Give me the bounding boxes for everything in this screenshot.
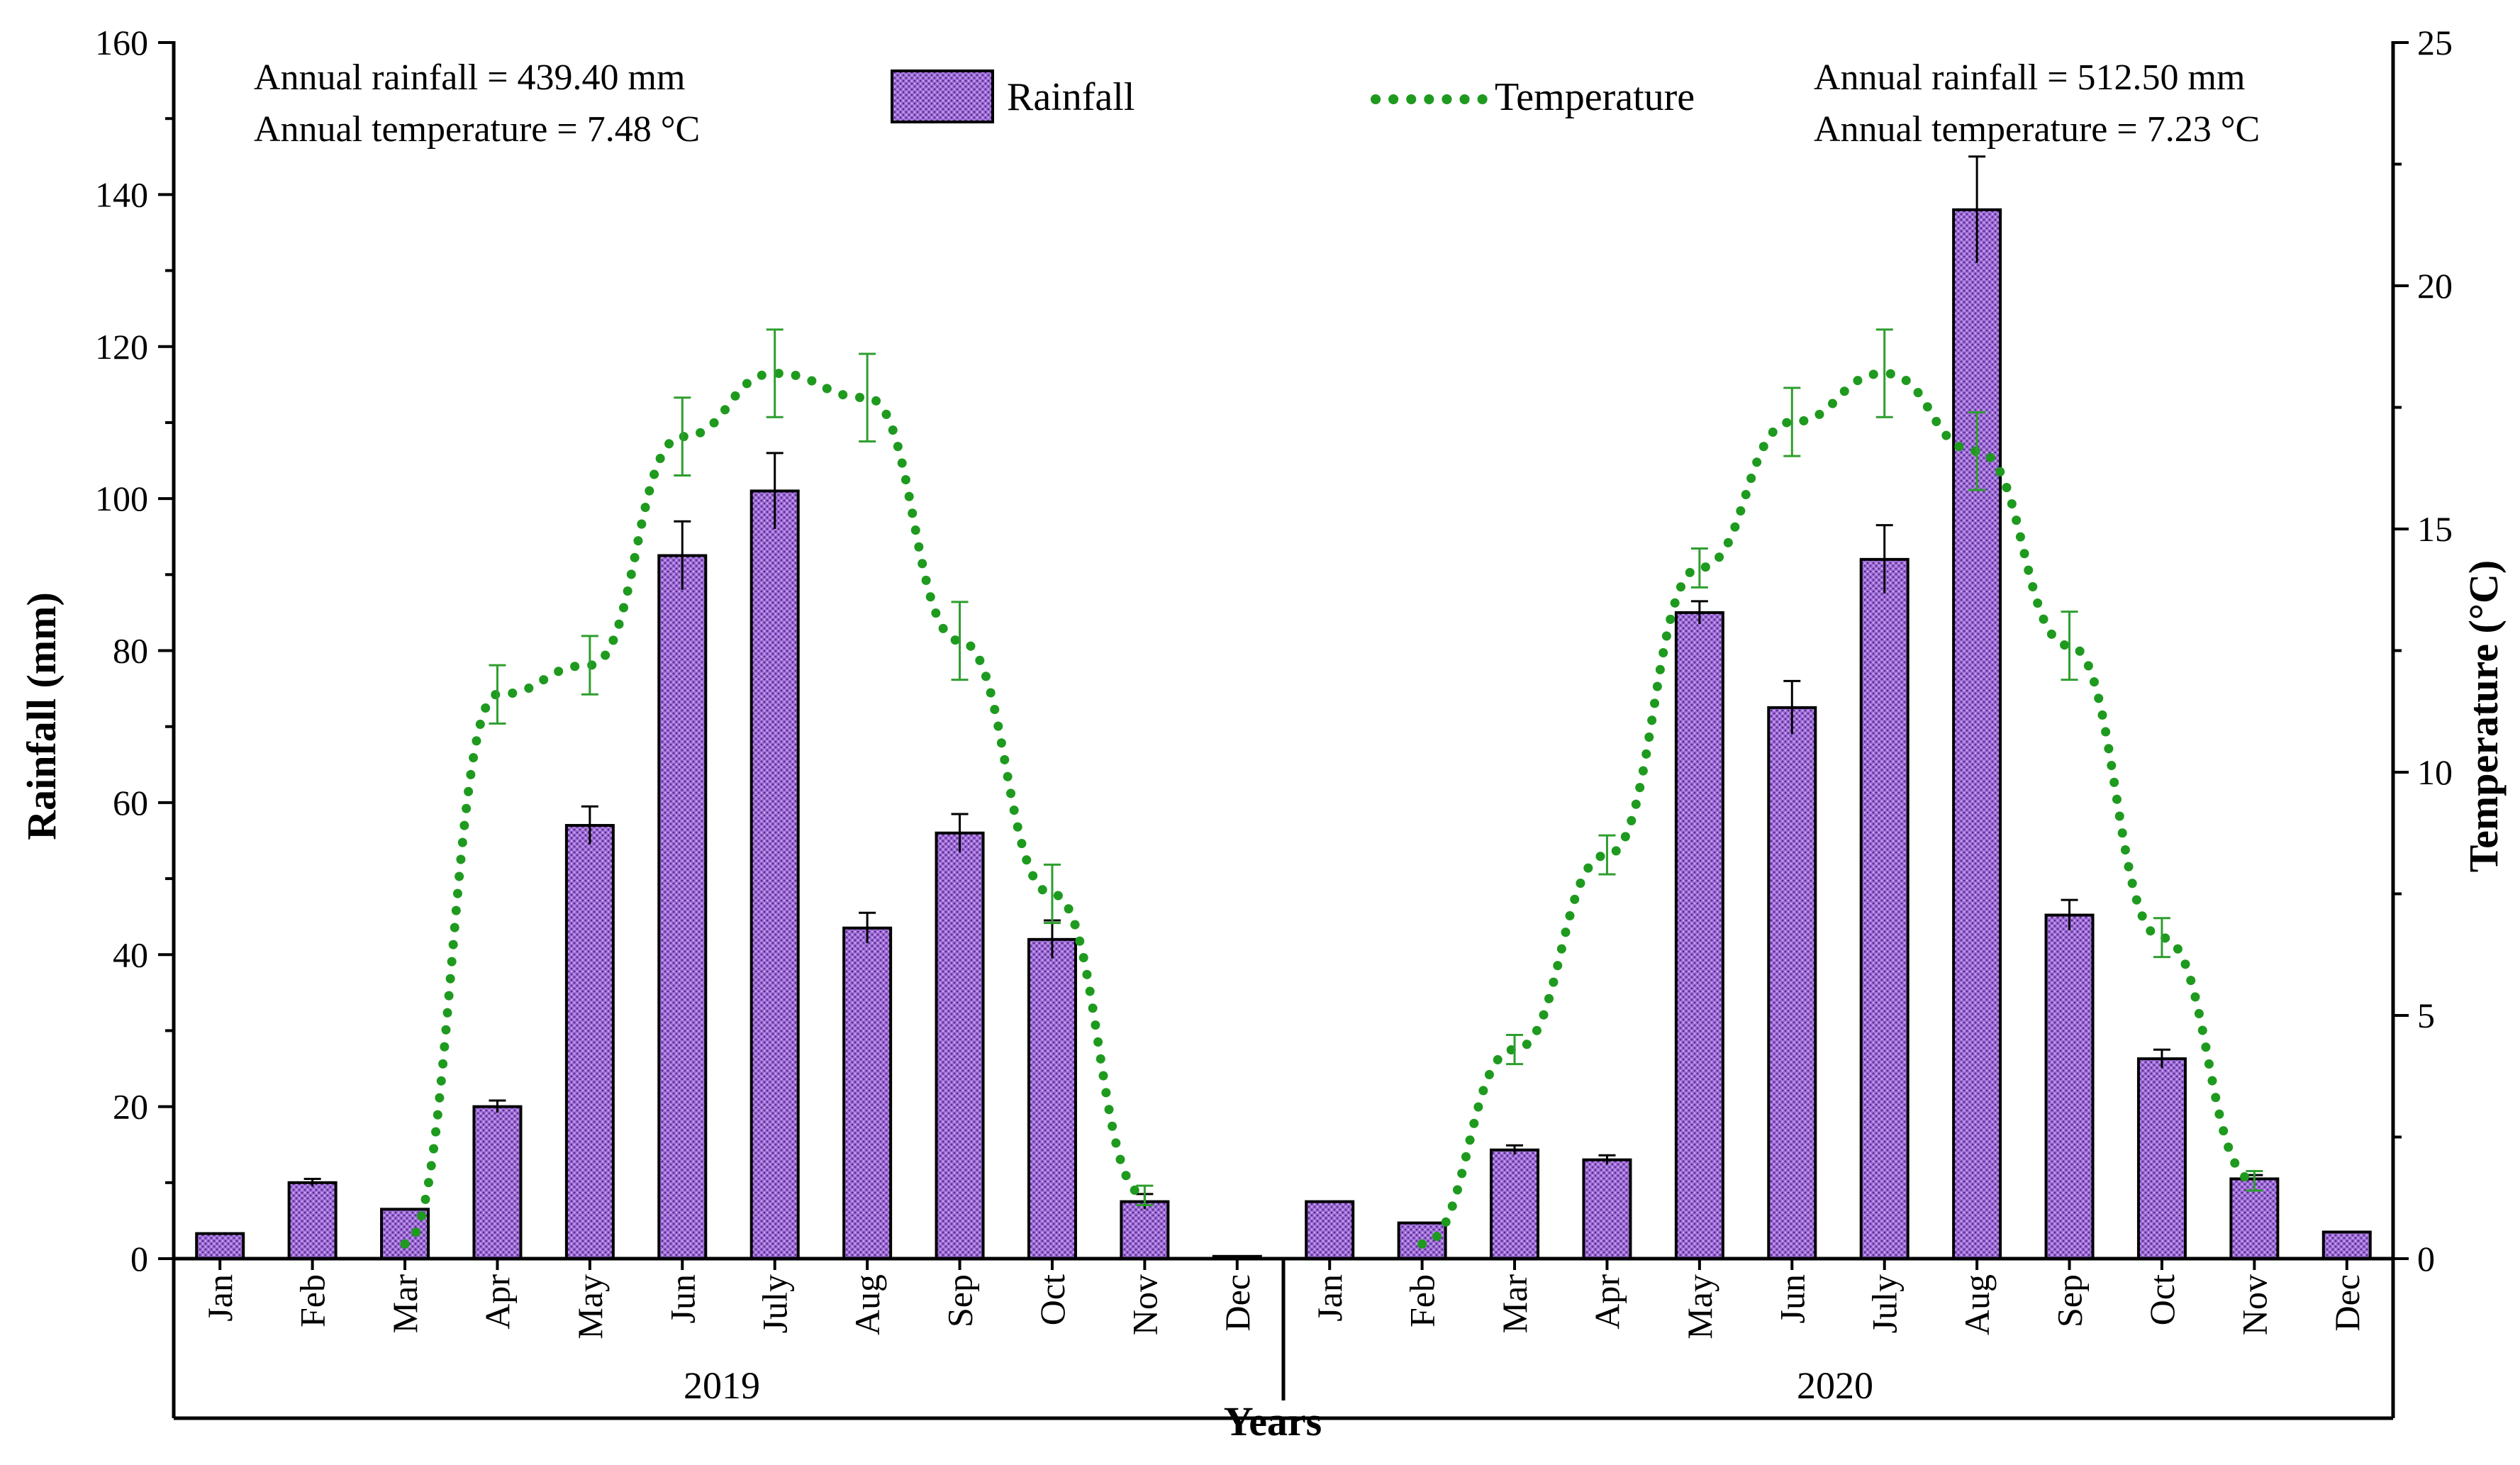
temperature-line-2020	[1417, 368, 2259, 1249]
rainfall-bar-2019-jan	[195, 1232, 245, 1261]
y-tick-label-20: 20	[113, 1087, 148, 1127]
y-tick-label-40: 40	[113, 935, 148, 974]
month-label-2019-mar: Mar	[385, 1274, 425, 1334]
annotation-2020-temperature: Annual temperature = 7.23 °C	[1814, 109, 2260, 150]
rainfall-bar-2019-oct	[1027, 937, 1077, 1260]
legend: Rainfall Temperature	[891, 69, 1695, 123]
y2-tick-label-10: 10	[2417, 752, 2453, 792]
y2-tick-label-20: 20	[2417, 266, 2453, 306]
rainfall-bar-2019-may	[564, 824, 615, 1260]
rainfall-bar-2019-apr	[472, 1105, 523, 1260]
month-label-2019-jun: Jun	[662, 1274, 702, 1323]
month-label-2019-sep: Sep	[940, 1274, 980, 1327]
rainfall-bar-2020-dec	[2321, 1230, 2372, 1260]
y2-tick-label-25: 25	[2417, 23, 2453, 62]
legend-rainfall-swatch	[891, 69, 994, 123]
y-tick-label-80: 80	[113, 631, 148, 671]
y-axis-title: Rainfall (mm)	[18, 592, 65, 840]
rainfall-bars	[195, 208, 2372, 1261]
month-label-2020-apr: Apr	[1587, 1274, 1627, 1330]
group-label-2019: 2019	[684, 1364, 760, 1407]
y2-tick-label-0: 0	[2417, 1239, 2435, 1279]
month-label-2019-dec: Dec	[1217, 1274, 1257, 1332]
month-label-2019-july: July	[755, 1274, 795, 1333]
month-label-2020-may: May	[1680, 1274, 1719, 1339]
y-tick-label-160: 160	[95, 23, 148, 62]
month-label-2020-mar: Mar	[1495, 1274, 1534, 1334]
month-label-2019-nov: Nov	[1125, 1274, 1164, 1335]
y-tick-label-100: 100	[95, 479, 148, 518]
temperature-error-bars	[489, 328, 2263, 1207]
rainfall-bar-2019-nov	[1120, 1200, 1170, 1260]
month-label-2020-aug: Aug	[1957, 1274, 1997, 1335]
legend-temperature-label: Temperature	[1495, 75, 1695, 119]
rainfall-bar-2020-may	[1674, 611, 1724, 1260]
month-label-2020-nov: Nov	[2234, 1274, 2274, 1335]
month-label-2019-jan: Jan	[200, 1274, 240, 1322]
y-tick-label-140: 140	[95, 174, 148, 214]
y-tick-label-120: 120	[95, 327, 148, 367]
rainfall-bar-2020-mar	[1490, 1148, 1540, 1261]
y2-tick-label-15: 15	[2417, 509, 2453, 549]
month-label-2019-aug: Aug	[847, 1274, 887, 1335]
annotation-2019-rainfall: Annual rainfall = 439.40 mm	[254, 57, 685, 98]
month-label-2020-sep: Sep	[2050, 1274, 2090, 1327]
rainfall-bar-2020-nov	[2229, 1177, 2280, 1260]
axis-ticks: Jan Feb Mar Apr May Jun July Aug Sep Oct Nov Dec Jan…	[95, 23, 2453, 1339]
annotation-2020-rainfall: Annual rainfall = 512.50 mm	[1814, 57, 2245, 98]
rainfall-bar-2019-feb	[287, 1181, 338, 1260]
month-label-2019-may: May	[570, 1274, 610, 1339]
x-axis-title: Years	[1224, 1398, 1322, 1444]
month-label-2020-dec: Dec	[2327, 1274, 2367, 1332]
month-label-2020-jun: Jun	[1772, 1274, 1812, 1323]
rainfall-bar-2020-sep	[2044, 913, 2095, 1260]
month-label-2020-jan: Jan	[1310, 1274, 1349, 1322]
month-label-2019-apr: Apr	[477, 1274, 517, 1330]
rainfall-bar-2019-jun	[657, 554, 708, 1260]
rainfall-error-bars	[303, 155, 2263, 1210]
y-tick-label-0: 0	[130, 1239, 148, 1279]
rainfall-bar-2020-oct	[2136, 1057, 2187, 1261]
rainfall-bar-2020-apr	[1582, 1158, 1632, 1260]
y2-tick-label-5: 5	[2417, 996, 2435, 1035]
month-label-2020-feb: Feb	[1403, 1274, 1442, 1327]
y2-axis-title: Temperature (°C)	[2460, 560, 2507, 872]
rainfall-bar-2019-july	[749, 489, 800, 1260]
annotation-2019-temperature: Annual temperature = 7.48 °C	[254, 109, 700, 150]
rainfall-bar-2020-aug	[1952, 208, 2002, 1260]
rainfall-bar-2020-jan	[1305, 1200, 1355, 1260]
legend-rainfall-label: Rainfall	[1007, 75, 1134, 119]
y-tick-label-60: 60	[113, 783, 148, 823]
rainfall-bar-2020-july	[1859, 557, 1909, 1260]
month-label-2019-feb: Feb	[293, 1274, 333, 1327]
rainfall-bar-2020-jun	[1767, 706, 1817, 1260]
rainfall-bar-2019-aug	[842, 926, 893, 1260]
rainfall-bar-2019-sep	[935, 831, 985, 1260]
month-label-2020-oct: Oct	[2142, 1274, 2182, 1325]
group-label-2020: 2020	[1797, 1364, 1873, 1407]
month-label-2019-oct: Oct	[1032, 1274, 1072, 1325]
month-label-2020-july: July	[1865, 1274, 1905, 1333]
